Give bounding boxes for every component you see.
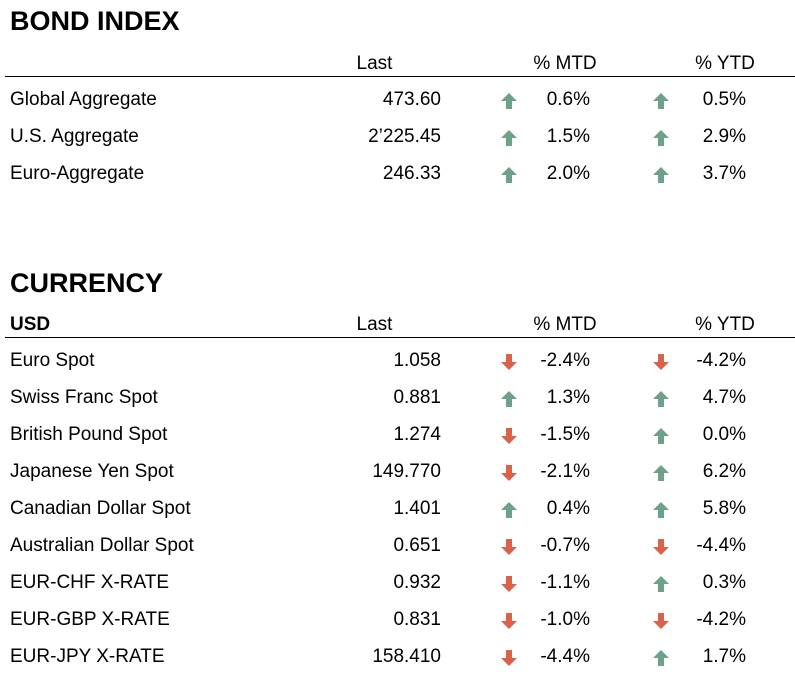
row-mtd-value: -1.0% (540, 609, 590, 630)
row-name: Canadian Dollar Spot (10, 498, 191, 519)
ytd-up-arrow-icon (652, 129, 670, 147)
row-mtd-value: -4.4% (540, 646, 590, 667)
row-last-value: 158.410 (372, 646, 441, 667)
row-name: EUR-GBP X-RATE (10, 609, 170, 630)
ytd-up-arrow-icon (652, 166, 670, 184)
row-ytd-value: 2.9% (702, 126, 746, 147)
ytd-down-arrow-icon (652, 353, 670, 371)
row-ytd-value: 5.8% (702, 498, 746, 519)
ytd-up-arrow-icon (652, 464, 670, 482)
bond-header-last: Last (356, 53, 393, 74)
row-last-value: 2’225.45 (368, 126, 441, 147)
row-name: U.S. Aggregate (10, 126, 139, 147)
mtd-down-arrow-icon (500, 538, 518, 556)
row-last-value: 0.881 (393, 387, 441, 408)
mtd-down-arrow-icon (500, 427, 518, 445)
ytd-up-arrow-icon (652, 390, 670, 408)
row-name: Japanese Yen Spot (10, 461, 174, 482)
row-last-value: 473.60 (382, 89, 441, 110)
row-name: EUR-CHF X-RATE (10, 572, 170, 593)
table-row: Euro Spot 1.058 -2.4% -4.2% (0, 343, 795, 380)
ytd-up-arrow-icon (652, 427, 670, 445)
currency-header-divider (5, 337, 795, 338)
row-mtd-value: -2.1% (540, 461, 590, 482)
row-name: British Pound Spot (10, 424, 168, 445)
bond-header-divider (5, 76, 795, 77)
table-row: U.S. Aggregate 2’225.45 1.5% 2.9% (0, 119, 795, 156)
mtd-down-arrow-icon (500, 464, 518, 482)
row-ytd-value: -4.4% (696, 535, 746, 556)
row-mtd-value: -1.1% (540, 572, 590, 593)
bond-header-ytd: % YTD (695, 53, 755, 74)
currency-header-row: USD Last % MTD % YTD (0, 312, 795, 338)
ytd-down-arrow-icon (652, 612, 670, 630)
table-row: Canadian Dollar Spot 1.401 0.4% 5.8% (0, 491, 795, 528)
row-ytd-value: 6.2% (702, 461, 746, 482)
row-name: Euro Spot (10, 350, 95, 371)
row-ytd-value: -4.2% (696, 350, 746, 371)
row-last-value: 246.33 (382, 163, 441, 184)
table-row: Japanese Yen Spot 149.770 -2.1% 6.2% (0, 454, 795, 491)
bond-header-row: Last % MTD % YTD (0, 51, 795, 77)
mtd-down-arrow-icon (500, 612, 518, 630)
row-mtd-value: 0.4% (546, 498, 590, 519)
row-ytd-value: 4.7% (702, 387, 746, 408)
row-ytd-value: 1.7% (702, 646, 746, 667)
bond-header-mtd: % MTD (533, 53, 597, 74)
row-last-value: 1.401 (393, 498, 441, 519)
mtd-up-arrow-icon (500, 501, 518, 519)
row-ytd-value: 3.7% (702, 163, 746, 184)
row-name: Euro-Aggregate (10, 163, 145, 184)
table-row: Euro-Aggregate 246.33 2.0% 3.7% (0, 156, 795, 193)
ytd-down-arrow-icon (652, 538, 670, 556)
row-ytd-value: 0.5% (702, 89, 746, 110)
row-name: Global Aggregate (10, 89, 157, 110)
currency-header-last: Last (356, 314, 393, 335)
mtd-down-arrow-icon (500, 649, 518, 667)
row-mtd-value: -2.4% (540, 350, 590, 371)
row-name: Australian Dollar Spot (10, 535, 194, 556)
currency-section: CURRENCY USD Last % MTD % YTD Euro Spot 1… (0, 260, 795, 677)
row-ytd-value: -4.2% (696, 609, 746, 630)
row-mtd-value: -0.7% (540, 535, 590, 556)
currency-title: CURRENCY (10, 268, 164, 298)
ytd-up-arrow-icon (652, 649, 670, 667)
mtd-up-arrow-icon (500, 129, 518, 147)
table-row: EUR-GBP X-RATE 0.831 -1.0% -4.2% (0, 602, 795, 639)
row-name: EUR-JPY X-RATE (10, 646, 165, 667)
row-name: Swiss Franc Spot (10, 387, 158, 408)
mtd-up-arrow-icon (500, 166, 518, 184)
mtd-down-arrow-icon (500, 353, 518, 371)
bond-index-section: BOND INDEX Last % MTD % YTD Global Aggre… (0, 0, 795, 200)
row-last-value: 149.770 (372, 461, 441, 482)
row-ytd-value: 0.3% (702, 572, 746, 593)
mtd-up-arrow-icon (500, 390, 518, 408)
row-mtd-value: 0.6% (546, 89, 590, 110)
mtd-up-arrow-icon (500, 92, 518, 110)
row-mtd-value: -1.5% (540, 424, 590, 445)
row-ytd-value: 0.0% (702, 424, 746, 445)
row-mtd-value: 1.5% (546, 126, 590, 147)
table-row: EUR-JPY X-RATE 158.410 -4.4% 1.7% (0, 639, 795, 676)
row-last-value: 0.831 (393, 609, 441, 630)
currency-header-label: USD (10, 314, 51, 335)
table-row: Global Aggregate 473.60 0.6% 0.5% (0, 82, 795, 119)
currency-header-mtd: % MTD (533, 314, 597, 335)
currency-header-ytd: % YTD (695, 314, 755, 335)
row-last-value: 1.274 (393, 424, 441, 445)
row-mtd-value: 1.3% (546, 387, 590, 408)
ytd-up-arrow-icon (652, 501, 670, 519)
table-row: EUR-CHF X-RATE 0.932 -1.1% 0.3% (0, 565, 795, 602)
bond-index-title: BOND INDEX (10, 6, 180, 36)
table-row: British Pound Spot 1.274 -1.5% 0.0% (0, 417, 795, 454)
table-row: Australian Dollar Spot 0.651 -0.7% -4.4% (0, 528, 795, 565)
ytd-up-arrow-icon (652, 92, 670, 110)
table-row: Swiss Franc Spot 0.881 1.3% 4.7% (0, 380, 795, 417)
ytd-up-arrow-icon (652, 575, 670, 593)
row-last-value: 0.932 (393, 572, 441, 593)
row-last-value: 1.058 (393, 350, 441, 371)
mtd-down-arrow-icon (500, 575, 518, 593)
row-last-value: 0.651 (393, 535, 441, 556)
row-mtd-value: 2.0% (546, 163, 590, 184)
